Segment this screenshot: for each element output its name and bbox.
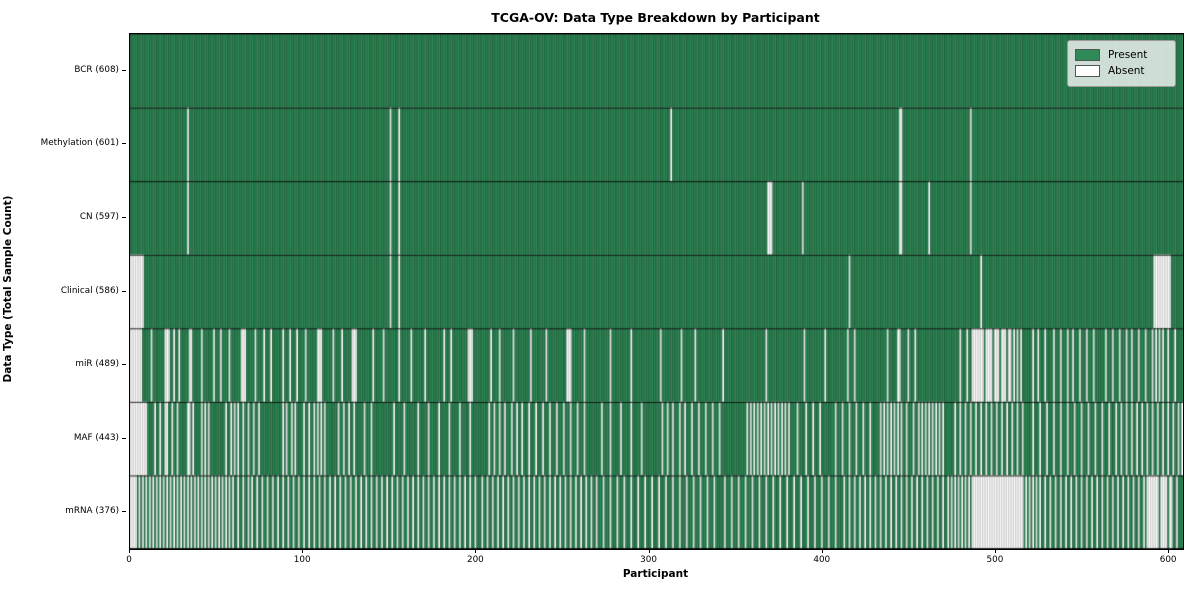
y-tick-label-mir: miR (489) bbox=[75, 359, 119, 370]
x-tick-label-500: 500 bbox=[986, 555, 1004, 565]
y-tick-mark bbox=[122, 511, 126, 513]
x-tick-label-600: 600 bbox=[1159, 555, 1177, 565]
heatmap-canvas bbox=[130, 34, 1183, 549]
y-axis-ticks: BCR (608) Methylation (601) CN (597) Clinic… bbox=[0, 33, 126, 548]
y-tick-mark bbox=[122, 437, 126, 439]
legend-entry-present: Present bbox=[1075, 49, 1167, 61]
y-tick-label-mrna: mRNA (376) bbox=[65, 506, 119, 517]
y-tick-mark bbox=[122, 143, 126, 145]
plot-area: Present Absent bbox=[129, 33, 1184, 550]
legend: Present Absent bbox=[1067, 40, 1176, 87]
legend-swatch-present-icon bbox=[1075, 49, 1100, 61]
x-tick-mark bbox=[1168, 549, 1170, 553]
x-tick-mark bbox=[821, 549, 823, 553]
y-tick-mark bbox=[122, 290, 126, 292]
legend-label-present: Present bbox=[1108, 48, 1148, 61]
y-tick-mark bbox=[122, 69, 126, 71]
y-tick-label-clinical: Clinical (586) bbox=[60, 285, 119, 296]
x-tick-mark bbox=[302, 549, 304, 553]
x-tick-label-0: 0 bbox=[126, 555, 132, 565]
legend-swatch-absent-icon bbox=[1075, 65, 1100, 77]
x-tick-mark bbox=[994, 549, 996, 553]
x-axis-title: Participant bbox=[622, 568, 689, 580]
x-tick-label-300: 300 bbox=[640, 555, 657, 565]
legend-label-absent: Absent bbox=[1108, 64, 1145, 77]
y-tick-mark bbox=[122, 216, 126, 218]
x-tick-mark bbox=[648, 549, 650, 553]
x-tick-mark bbox=[475, 549, 477, 553]
x-tick-label-400: 400 bbox=[813, 555, 831, 565]
x-tick-mark bbox=[129, 549, 130, 553]
y-tick-label-maf: MAF (443) bbox=[73, 432, 119, 443]
y-tick-label-cn: CN (597) bbox=[79, 211, 119, 222]
y-tick-label-methylation: Methylation (601) bbox=[40, 138, 119, 149]
x-tick-label-200: 200 bbox=[466, 555, 484, 565]
legend-entry-absent: Absent bbox=[1075, 65, 1167, 77]
chart-title: TCGA-OV: Data Type Breakdown by Particip… bbox=[491, 10, 820, 25]
x-tick-label-100: 100 bbox=[293, 555, 311, 565]
y-tick-mark bbox=[122, 364, 126, 366]
x-axis-ticks: 0 100 200 300 400 500 600 bbox=[126, 549, 1182, 569]
y-tick-label-bcr: BCR (608) bbox=[74, 64, 119, 75]
